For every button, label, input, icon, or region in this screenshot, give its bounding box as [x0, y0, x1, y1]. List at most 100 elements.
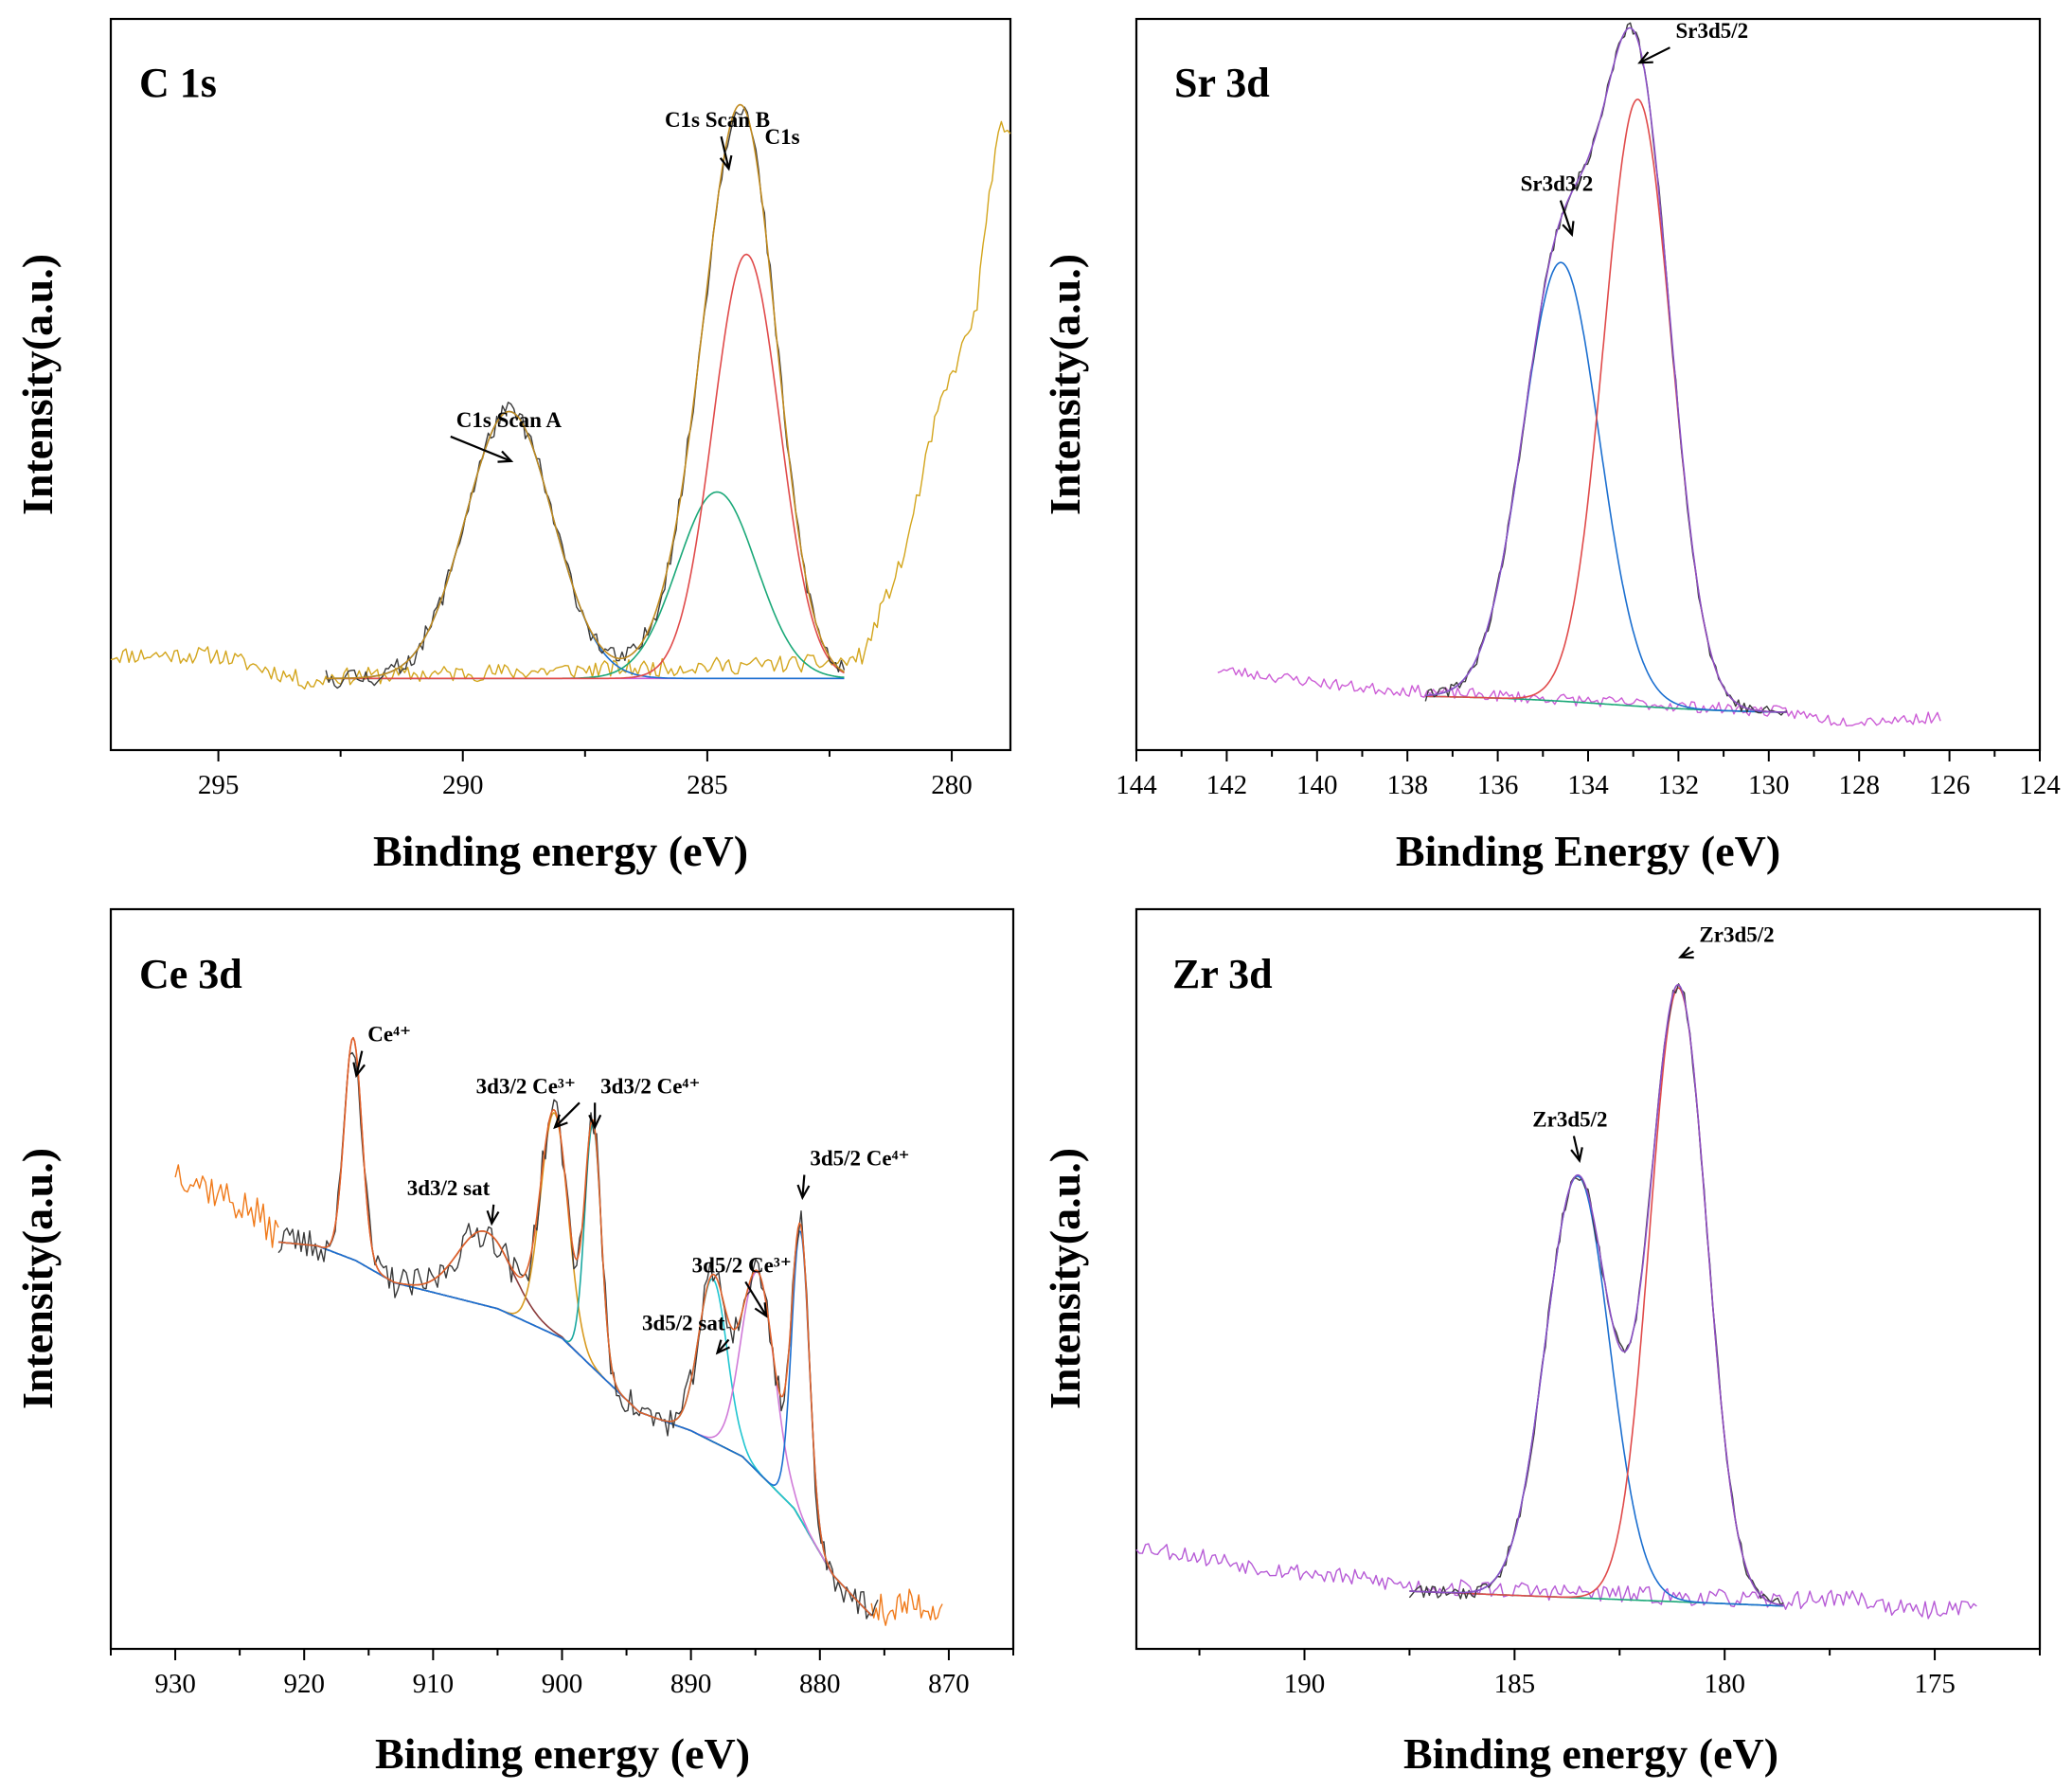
annotation-arrowhead: [497, 450, 514, 463]
component-peak: [277, 1230, 872, 1617]
peak-annotation: C1s: [765, 125, 800, 149]
annotation-arrow: [450, 435, 512, 462]
x-tick-label: 180: [1704, 1669, 1745, 1699]
x-tick-label: 890: [670, 1669, 712, 1699]
survey-line: [1135, 1543, 1977, 1620]
peak-annotation: C1s Scan A: [456, 408, 563, 432]
component-peak: [277, 1241, 872, 1617]
component-peak: [326, 410, 845, 680]
series-layer: [174, 1036, 943, 1626]
peak-annotation: Ce⁴⁺: [367, 1023, 411, 1047]
panel-title: Ce 3d: [139, 951, 242, 997]
envelope-fit-line: [326, 103, 845, 680]
annotation-arrow: [355, 1050, 364, 1076]
envelope-fit-line: [277, 1036, 872, 1617]
annotation-arrowhead: [719, 154, 733, 171]
x-tick-label: 280: [931, 770, 973, 800]
panel-zr3d: 190 185 180 175 Zr3d5/2 Zr3d5/2 Zr 3d Bindin…: [1041, 907, 2042, 1778]
series-layer: [110, 103, 1011, 690]
annotations: Ce⁴⁺ 3d3/2 Ce³⁺ 3d3/2 Ce⁴⁺ 3d3/2 sat 3d5/2 C…: [352, 1023, 910, 1355]
survey-line: [110, 120, 1011, 690]
annotations: Zr3d5/2 Zr3d5/2: [1532, 923, 1775, 1163]
x-tick-label: 136: [1477, 770, 1519, 800]
component-peak: [326, 253, 845, 680]
x-tick-label: 140: [1296, 770, 1338, 800]
peak-annotation: Sr3d3/2: [1521, 172, 1594, 196]
x-tick-label: 870: [928, 1669, 970, 1699]
x-tick-label: 900: [542, 1669, 583, 1699]
x-axis-label: Binding energy (eV): [373, 827, 748, 875]
raw-data-line: [277, 1051, 879, 1620]
x-axis-label: Binding energy (eV): [1403, 1729, 1778, 1778]
x-ticks: 190 185 180 175: [1198, 1649, 2041, 1699]
y-axis-label: Intensity(a.u.): [1041, 1148, 1089, 1409]
component-peak: [1425, 261, 1787, 713]
x-tick-label: 175: [1914, 1669, 1956, 1699]
annotation-arrow: [801, 1174, 806, 1198]
panel-sr3d: 144 142 140 138 136 134 132 130 128 126 124 Sr3d5/…: [1041, 17, 2061, 875]
peak-annotation: 3d5/2 sat: [642, 1312, 725, 1335]
peak-annotation: C1s Scan B: [665, 108, 770, 132]
plot-frame: [1134, 907, 2042, 1651]
x-tick-label: 126: [1929, 770, 1971, 800]
series-layer: [1135, 983, 1977, 1620]
y-axis-label: Intensity(a.u.): [13, 254, 62, 515]
annotation-arrowhead: [1570, 1147, 1583, 1163]
x-tick-label: 880: [799, 1669, 841, 1699]
x-tick-label: 910: [413, 1669, 455, 1699]
panel-title: Zr 3d: [1172, 951, 1273, 997]
annotation-arrowhead: [486, 1209, 500, 1226]
survey-line: [174, 1164, 279, 1248]
annotation-arrow: [720, 135, 730, 170]
x-tick-label: 290: [442, 770, 484, 800]
peak-annotation: 3d3/2 sat: [407, 1176, 491, 1200]
x-tick-label: 190: [1284, 1669, 1326, 1699]
annotation-arrow: [554, 1101, 581, 1129]
annotations: Sr3d5/2 Sr3d3/2: [1521, 19, 1748, 238]
peak-annotation: 3d3/2 Ce⁴⁺: [600, 1074, 700, 1098]
x-tick-label: 124: [2019, 770, 2061, 800]
raw-data-line: [325, 106, 846, 689]
annotation-arrowhead: [796, 1184, 811, 1201]
y-axis-label: Intensity(a.u.): [13, 1148, 62, 1409]
x-ticks: 144 142 140 138 136 134 132 130 128 126 124: [1116, 750, 2061, 800]
x-axis-label: Binding Energy (eV): [1396, 827, 1780, 875]
peak-annotation: 3d5/2 Ce³⁺: [692, 1253, 792, 1277]
x-ticks: 295 290 285 280: [198, 750, 973, 800]
annotation-arrow: [1638, 46, 1670, 64]
panel-title: Sr 3d: [1174, 60, 1270, 106]
annotation-arrow: [744, 1280, 768, 1317]
annotation-arrowhead: [588, 1114, 602, 1130]
x-tick-label: 134: [1567, 770, 1609, 800]
peak-annotation: 3d5/2 Ce⁴⁺: [810, 1146, 909, 1170]
plot-frame: [109, 17, 1012, 752]
peak-annotation: Zr3d5/2: [1532, 1107, 1607, 1131]
annotation-arrowhead: [1677, 946, 1694, 959]
annotation-arrowhead: [754, 1302, 768, 1318]
peak-annotation: 3d3/2 Ce³⁺: [476, 1074, 576, 1098]
survey-line: [870, 1588, 943, 1626]
component-peak: [1409, 987, 1784, 1606]
plot-frame: [1134, 17, 2042, 752]
annotation-arrowhead: [352, 1062, 366, 1079]
annotation-arrowhead: [1637, 51, 1653, 64]
y-axis-label: Intensity(a.u.): [1041, 254, 1089, 515]
peak-annotation: Zr3d5/2: [1699, 923, 1774, 947]
panel-ce3d: 930 920 910 900 890 880 870 Ce⁴⁺ 3d3/2 Ce³⁺ 3d3/…: [13, 907, 1015, 1778]
raw-data-line: [1424, 22, 1788, 716]
x-tick-label: 138: [1386, 770, 1428, 800]
x-tick-label: 132: [1658, 770, 1700, 800]
peak-annotation: Sr3d5/2: [1675, 19, 1748, 43]
annotation-arrowhead: [553, 1114, 568, 1130]
plot-frame: [109, 907, 1015, 1651]
series-layer: [1217, 22, 1941, 727]
component-peak: [277, 1230, 872, 1617]
x-tick-label: 920: [283, 1669, 325, 1699]
annotation-arrow: [716, 1338, 730, 1354]
annotation-arrow: [1559, 200, 1573, 235]
component-peak: [326, 491, 845, 680]
panel-title: C 1s: [139, 60, 217, 106]
x-tick-label: 130: [1748, 770, 1790, 800]
